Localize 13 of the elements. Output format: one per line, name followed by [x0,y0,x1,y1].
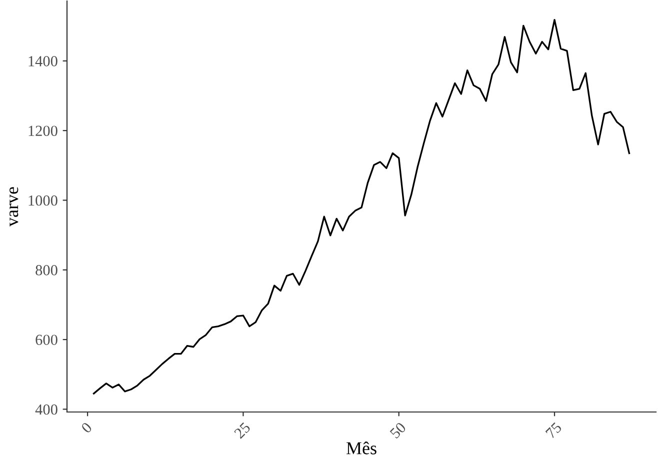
y-tick-label: 1400 [28,56,58,66]
y-axis-title: varve [10,187,18,227]
y-tick-label: 600 [36,334,58,346]
y-tick-label: 400 [35,404,58,415]
line-series [92,18,630,394]
x-axis-title: Mês [346,442,376,454]
x-tick-label: 50 [389,422,407,439]
y-tick-label: 1200 [28,126,58,136]
y-tick-label: 800 [36,265,58,276]
x-tick-label: 0 [80,422,93,434]
y-tick-label: 1000 [28,195,58,206]
x-tick-label: 75 [545,422,562,439]
x-tick-label: 25 [234,422,251,439]
